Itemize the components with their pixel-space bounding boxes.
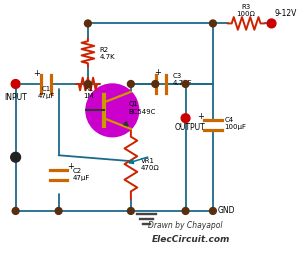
Circle shape xyxy=(85,81,91,87)
Text: R3
100Ω: R3 100Ω xyxy=(237,4,256,17)
Text: C4
100μF: C4 100μF xyxy=(225,116,247,130)
Circle shape xyxy=(182,81,189,87)
Circle shape xyxy=(152,81,159,87)
Text: +: + xyxy=(197,112,204,121)
Text: Drawn by Chayapol: Drawn by Chayapol xyxy=(148,221,223,230)
Text: C3
4.7μF: C3 4.7μF xyxy=(173,73,193,86)
Text: R2
4.7K: R2 4.7K xyxy=(100,47,115,60)
Text: OUTPUT: OUTPUT xyxy=(175,123,206,132)
Circle shape xyxy=(128,81,134,87)
Circle shape xyxy=(85,20,91,27)
Circle shape xyxy=(55,208,62,214)
Text: +: + xyxy=(154,68,161,77)
Circle shape xyxy=(11,80,20,88)
Text: Q1
BC549C: Q1 BC549C xyxy=(128,101,155,115)
Circle shape xyxy=(12,208,19,214)
Circle shape xyxy=(11,152,20,162)
Circle shape xyxy=(181,114,190,123)
Circle shape xyxy=(86,84,139,137)
Circle shape xyxy=(267,19,276,28)
Circle shape xyxy=(182,208,189,214)
Text: +: + xyxy=(33,69,40,78)
Text: ElecCircuit.com: ElecCircuit.com xyxy=(152,235,231,244)
Text: GND: GND xyxy=(218,206,235,216)
Text: INPUT: INPUT xyxy=(4,93,27,102)
Circle shape xyxy=(128,208,134,214)
Text: VR1
470Ω: VR1 470Ω xyxy=(141,157,159,170)
Circle shape xyxy=(209,208,216,214)
Text: C2
47μF: C2 47μF xyxy=(72,168,90,181)
Text: 9-12V: 9-12V xyxy=(274,8,297,18)
Text: +: + xyxy=(67,163,74,172)
Text: C1
47μF: C1 47μF xyxy=(37,86,55,99)
Text: R1
1M: R1 1M xyxy=(84,86,94,99)
Circle shape xyxy=(209,20,216,27)
